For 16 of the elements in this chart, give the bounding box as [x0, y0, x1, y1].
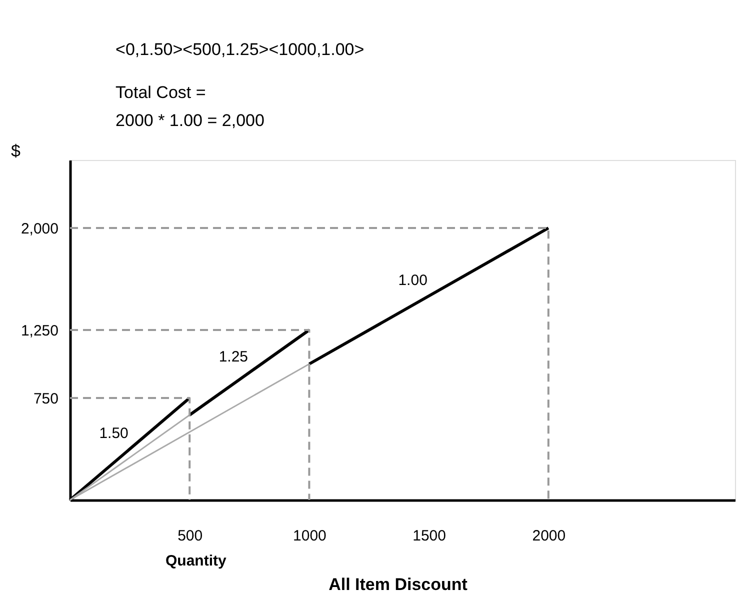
- x-tick-label: 1500: [412, 528, 446, 544]
- annotation: 1.50: [99, 425, 128, 442]
- chart-title: <0,1.50><500,1.25><1000,1.00>: [116, 40, 364, 59]
- x-tick-label: 2000: [532, 528, 566, 544]
- x-tick-label: 500: [178, 528, 203, 544]
- text: All Item Discount: [328, 575, 468, 594]
- annotation: 1.25: [218, 348, 248, 366]
- x-tick-label: 1000: [293, 528, 326, 544]
- y-tick-label: 2,000: [20, 220, 58, 238]
- y-axis-title: $: [11, 142, 22, 160]
- x-axis-title: Quantity: [166, 552, 227, 570]
- text: Total Cost =: [116, 83, 206, 102]
- annotation: 1.00: [398, 272, 428, 289]
- y-tick-label: 750: [33, 390, 58, 408]
- y-tick-label: 1,250: [20, 322, 58, 340]
- text: 2000 * 1.00 = 2,000: [116, 111, 264, 130]
